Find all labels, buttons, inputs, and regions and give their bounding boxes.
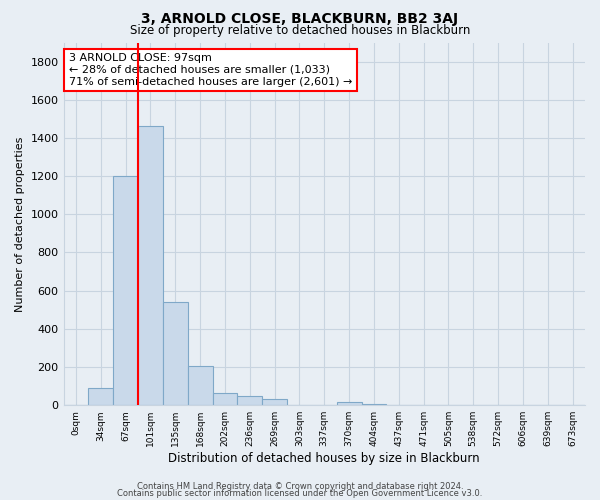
Bar	[337, 402, 362, 405]
Bar	[362, 404, 386, 405]
Text: 3 ARNOLD CLOSE: 97sqm
← 28% of detached houses are smaller (1,033)
71% of semi-d: 3 ARNOLD CLOSE: 97sqm ← 28% of detached …	[69, 54, 352, 86]
Bar	[212, 393, 238, 405]
Y-axis label: Number of detached properties: Number of detached properties	[15, 136, 25, 312]
Bar	[163, 302, 188, 405]
X-axis label: Distribution of detached houses by size in Blackburn: Distribution of detached houses by size …	[169, 452, 480, 465]
Text: Contains public sector information licensed under the Open Government Licence v3: Contains public sector information licen…	[118, 488, 482, 498]
Bar	[238, 396, 262, 405]
Bar	[188, 366, 212, 405]
Bar	[138, 126, 163, 405]
Text: Contains HM Land Registry data © Crown copyright and database right 2024.: Contains HM Land Registry data © Crown c…	[137, 482, 463, 491]
Bar	[262, 400, 287, 405]
Text: 3, ARNOLD CLOSE, BLACKBURN, BB2 3AJ: 3, ARNOLD CLOSE, BLACKBURN, BB2 3AJ	[142, 12, 458, 26]
Bar	[113, 176, 138, 405]
Bar	[88, 388, 113, 405]
Text: Size of property relative to detached houses in Blackburn: Size of property relative to detached ho…	[130, 24, 470, 37]
